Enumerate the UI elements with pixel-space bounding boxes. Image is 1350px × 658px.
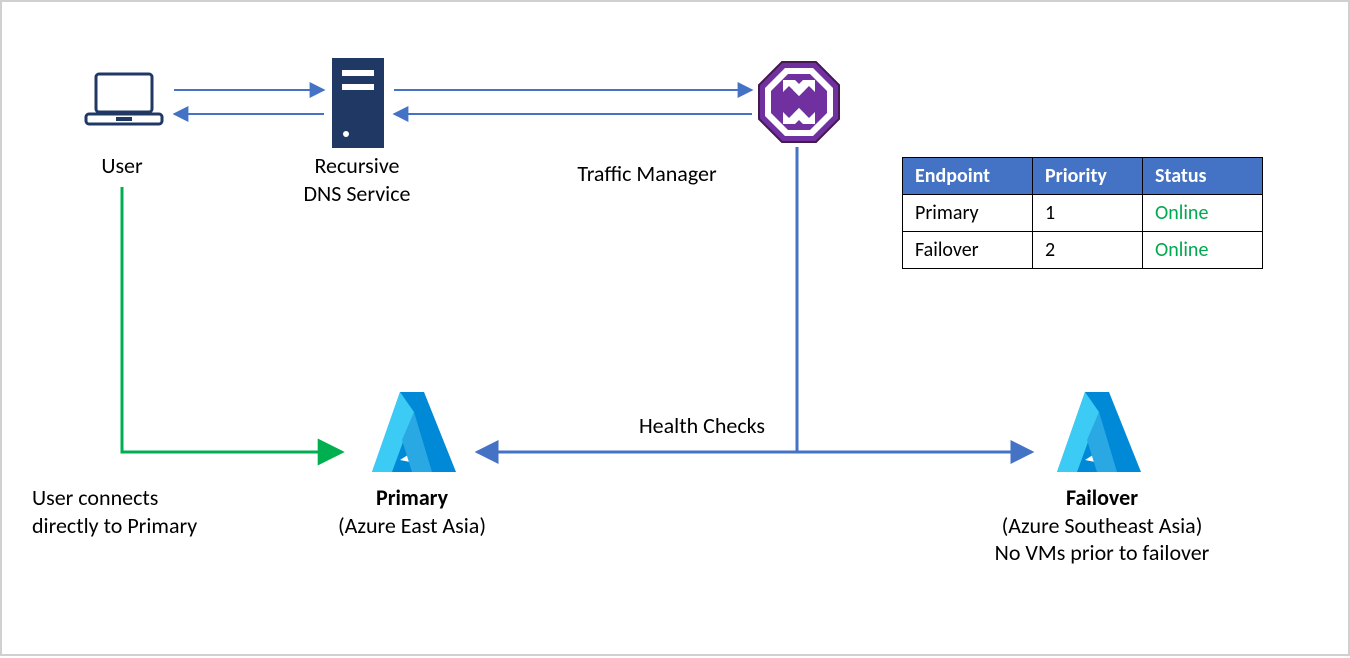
dns-label: Recursive DNS Service (267, 152, 447, 207)
table-row: Failover 2 Online (903, 232, 1263, 269)
dns-label-line2: DNS Service (304, 180, 411, 207)
user-connects-line1: User connects (32, 484, 158, 511)
cell-endpoint: Primary (903, 195, 1033, 232)
diagram-frame: User Recursive DNS Service Traffic Manag… (0, 0, 1350, 656)
endpoint-table: Endpoint Priority Status Primary 1 Onlin… (902, 157, 1263, 269)
user-connects-label: User connects directly to Primary (32, 484, 262, 539)
table-header-row: Endpoint Priority Status (903, 158, 1263, 195)
dns-label-line1: Recursive (315, 152, 400, 179)
failover-note: No VMs prior to failover (995, 539, 1210, 566)
table-row: Primary 1 Online (903, 195, 1263, 232)
primary-title-text: Primary (376, 484, 448, 511)
azure-icon-failover (1057, 392, 1141, 472)
server-icon (332, 58, 384, 148)
tm-label: Traffic Manager (547, 160, 747, 188)
health-checks-label: Health Checks (612, 412, 792, 440)
failover-title: Failover (Azure Southeast Asia) No VMs p… (962, 484, 1242, 567)
traffic-manager-icon (757, 60, 841, 144)
col-priority: Priority (1033, 158, 1143, 195)
cell-status: Online (1143, 195, 1263, 232)
primary-subtitle: (Azure East Asia) (338, 512, 486, 539)
azure-icon-primary (372, 392, 456, 472)
col-endpoint: Endpoint (903, 158, 1033, 195)
cell-status: Online (1143, 232, 1263, 269)
cell-endpoint: Failover (903, 232, 1033, 269)
failover-title-text: Failover (1066, 484, 1138, 511)
user-label: User (72, 152, 172, 180)
edge-user-to-primary (122, 187, 342, 452)
user-connects-line2: directly to Primary (32, 512, 197, 539)
laptop-icon (84, 72, 164, 128)
cell-priority: 1 (1033, 195, 1143, 232)
failover-subtitle: (Azure Southeast Asia) (1002, 512, 1203, 539)
cell-priority: 2 (1033, 232, 1143, 269)
primary-title: Primary (Azure East Asia) (302, 484, 522, 539)
col-status: Status (1143, 158, 1263, 195)
